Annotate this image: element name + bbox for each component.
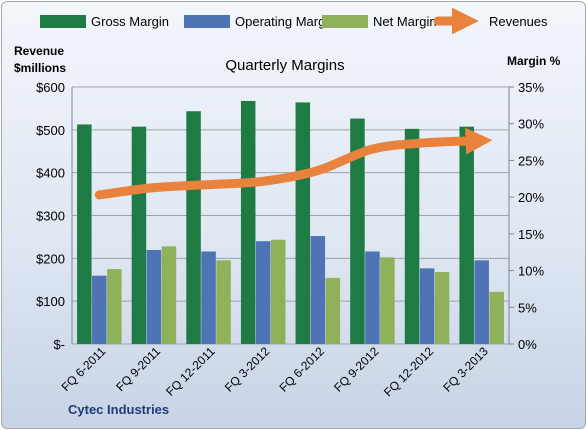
right-tick-label: 15% [518, 227, 544, 242]
legend-label-revenues: Revenues [489, 14, 548, 29]
category-label: FQ 12-2011 [163, 344, 218, 399]
right-tick-label: 20% [518, 190, 544, 205]
left-tick-label: $300 [36, 209, 65, 224]
right-tick-label: 5% [518, 300, 537, 315]
right-tick-label: 25% [518, 153, 544, 168]
right-tick-label: 10% [518, 264, 544, 279]
bar-gross-margin [459, 126, 474, 344]
revenue-line [94, 127, 493, 200]
bar-operating-margin [365, 251, 380, 344]
bar-gross-margin [240, 100, 256, 344]
category-label: FQ 9-2011 [113, 344, 163, 394]
right-axis-ticks: 0% 5% 10% 15% 20% 25% 30% 35% [508, 80, 544, 352]
bar-net-margin [489, 291, 504, 344]
category-axis-labels: FQ 6-2011 FQ 9-2011 FQ 12-2011 FQ 3-2012 FQ … [59, 344, 491, 399]
company-name: Cytec Industries [68, 402, 169, 417]
legend-swatch-operating-margin [184, 15, 230, 28]
bar-net-margin [380, 257, 395, 344]
legend-label-gross-margin: Gross Margin [91, 14, 169, 29]
left-tick-label: $500 [36, 123, 65, 138]
category-label: FQ 12-2012 [381, 344, 436, 399]
bar-net-margin [325, 277, 341, 344]
bar-operating-margin [146, 250, 162, 344]
right-tick-label: 30% [518, 117, 544, 132]
left-tick-label: $100 [36, 294, 65, 309]
bar-operating-margin [92, 275, 107, 344]
category-label: FQ 3-2013 [440, 344, 491, 395]
bar-gross-margin [186, 111, 201, 344]
left-tick-label: $600 [36, 80, 65, 95]
legend-swatch-gross-margin [40, 15, 86, 28]
bar-gross-margin [404, 128, 420, 344]
legend: Gross Margin Operating Margin Net Margin… [40, 7, 548, 35]
legend-label-net-margin: Net Margin [373, 14, 437, 29]
bar-net-margin [107, 269, 122, 344]
line-revenues [94, 127, 493, 200]
bar-operating-margin [310, 236, 326, 344]
category-label: FQ 6-2012 [276, 344, 327, 395]
left-tick-label: $400 [36, 166, 65, 181]
right-tick-label: 35% [518, 80, 544, 95]
left-axis-title-line2: $millions [14, 61, 66, 75]
bars [77, 100, 504, 345]
legend-label-operating-margin: Operating Margin [235, 14, 335, 29]
category-label: FQ 6-2011 [59, 344, 109, 394]
bar-net-margin [216, 260, 231, 344]
bar-net-margin [270, 239, 286, 344]
bar-operating-margin [419, 268, 435, 344]
bar-gross-margin [131, 126, 147, 344]
chart-title: Quarterly Margins [225, 57, 344, 74]
left-axis-ticks: $- $100 $200 $300 $400 $500 $600 [36, 80, 73, 352]
legend-swatch-net-margin [322, 15, 368, 28]
right-tick-label: 0% [518, 337, 537, 352]
bar-net-margin [434, 272, 450, 344]
bar-gross-margin [77, 124, 92, 344]
bar-operating-margin [255, 241, 271, 344]
bar-net-margin [161, 246, 177, 344]
bar-operating-margin [201, 251, 216, 344]
right-axis-title: Margin % [507, 54, 561, 68]
category-label: FQ 3-2012 [222, 344, 273, 395]
bar-gross-margin [350, 118, 365, 345]
category-label: FQ 9-2012 [331, 344, 382, 395]
bar-gross-margin [295, 102, 311, 344]
left-tick-label: $- [53, 337, 65, 352]
left-axis-title-line1: Revenue [14, 44, 64, 58]
bar-operating-margin [474, 260, 489, 344]
left-tick-label: $200 [36, 251, 65, 266]
